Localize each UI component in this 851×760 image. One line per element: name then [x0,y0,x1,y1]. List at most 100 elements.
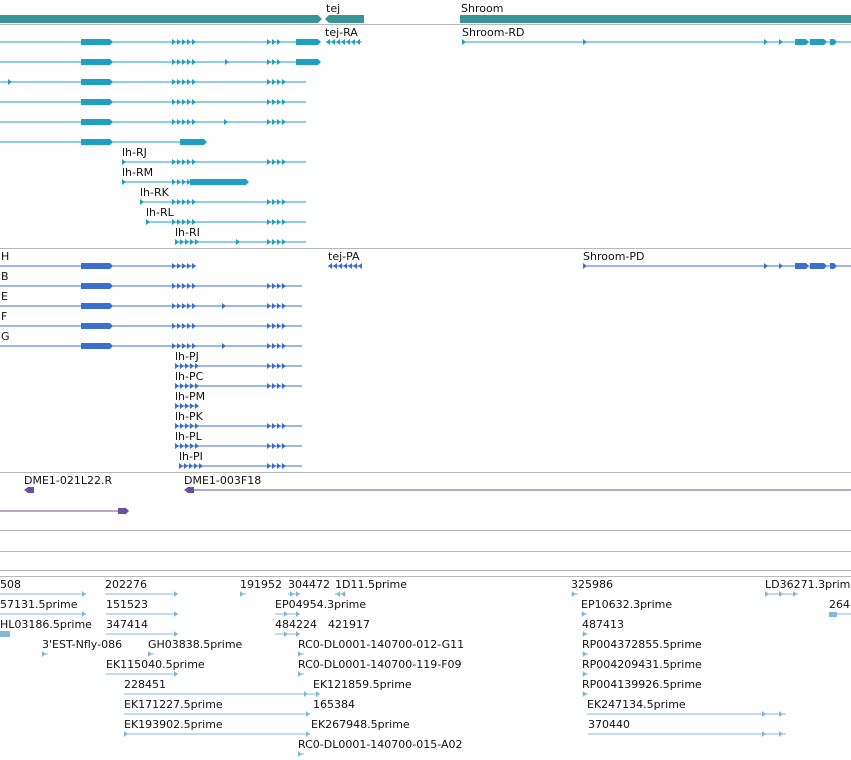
est-label[interactable]: RC0-DL0001-140700-012-G11 [298,638,465,651]
strand-arrow [172,39,176,45]
strand-arrow [341,39,345,45]
strand-arrow [277,99,281,105]
est-label[interactable]: LD36271.3prim [765,578,851,591]
est-label[interactable]: RC0-DL0001-140700-119-F09 [298,658,462,671]
exon-block [795,39,809,45]
protein-label-lh-pm[interactable]: lh-PM [175,390,206,403]
strand-arrow [272,59,276,65]
est-label[interactable]: 421917 [328,618,370,631]
est-label[interactable]: EK267948.5prime [311,718,410,731]
protein-label-f[interactable]: F [1,310,8,323]
strand-arrow [267,199,271,205]
strand-arrow [779,263,783,269]
protein-label-b[interactable]: B [1,270,9,283]
strand-arrow [331,39,335,45]
strand-arrow [267,343,271,349]
transcript-label-lh-ri[interactable]: lh-RI [175,226,200,239]
strand-arrow [277,199,281,205]
protein-label-tej-pa[interactable]: tej-PA [328,250,360,263]
strand-arrow [764,39,768,45]
est-label[interactable]: 3'EST-Nfly-086 [42,638,123,651]
est-label[interactable]: EP10632.3prime [581,598,673,611]
protein-label-lh-pi[interactable]: lh-PI [179,450,203,463]
est-label[interactable]: 191952 [240,578,282,591]
est-label[interactable]: 487413 [582,618,624,631]
strand-arrow [182,219,186,225]
protein-label-e[interactable]: E [1,290,8,303]
protein-label-shroom-pd[interactable]: Shroom-PD [583,250,645,263]
strand-arrow [174,671,178,677]
est-label[interactable]: EK247134.5prime [587,698,686,711]
est-label[interactable]: 484224 [275,618,317,631]
strand-arrow [583,631,587,637]
est-label[interactable]: EK115040.5prime [106,658,205,671]
strand-arrow [122,179,126,185]
clone-label-dme1-003f18[interactable]: DME1-003F18 [184,474,262,487]
strand-arrow [172,303,176,309]
est-label[interactable]: 202276 [105,578,147,591]
transcript-label-lh-rk[interactable]: lh-RK [140,186,169,199]
strand-arrow [296,631,300,637]
est-label[interactable]: GH03838.5prime [148,638,243,651]
gene-label-tej[interactable]: tej [326,2,341,15]
strand-arrow [333,263,337,269]
exon-block [296,59,321,65]
strand-arrow [82,591,86,597]
strand-arrow [240,591,244,597]
est-label[interactable]: 304472 [288,578,330,591]
est-label[interactable]: 1D11.5prime [335,578,408,591]
est-label[interactable]: RP004209431.5prime [582,658,702,671]
strand-arrow [272,463,276,469]
exon-block [795,263,809,269]
est-label[interactable]: 508 [0,578,21,591]
est-label[interactable]: 57131.5prime [0,598,78,611]
est-block [829,612,837,617]
est-label[interactable]: RP004372855.5prime [582,638,702,651]
strand-arrow [172,199,176,205]
strand-arrow [175,443,179,449]
est-label[interactable]: 165384 [313,698,355,711]
gene-label-shroom[interactable]: Shroom [461,2,504,15]
protein-label-lh-pk[interactable]: lh-PK [175,410,203,423]
est-label[interactable]: HL03186.5prime [0,618,92,631]
strand-arrow [172,79,176,85]
est-label[interactable]: RP004139926.5prime [582,678,702,691]
transcript-label-lh-rm[interactable]: lh-RM [122,166,154,179]
transcript-label-shroom-rd[interactable]: Shroom-RD [462,26,525,39]
protein-label-lh-pl[interactable]: lh-PL [175,430,202,443]
est-label[interactable]: 228451 [124,678,166,691]
protein-label-lh-pj[interactable]: lh-PJ [175,350,199,363]
est-label[interactable]: EK121859.5prime [313,678,412,691]
exon-block [190,179,249,185]
est-label[interactable]: 347414 [106,618,148,631]
est-label[interactable]: RC0-DL0001-140700-015-A02 [298,738,463,751]
protein-label-h[interactable]: H [1,250,10,263]
est-label[interactable]: 370440 [588,718,630,731]
clone-end [118,508,129,514]
est-label[interactable]: EK171227.5prime [124,698,223,711]
transcript-label-lh-rj[interactable]: lh-RJ [122,146,147,159]
protein-label-lh-pc[interactable]: lh-PC [175,370,204,383]
strand-arrow [582,611,586,617]
track-separator-ests [0,576,851,577]
strand-arrow [182,199,186,205]
transcript-label-lh-rl[interactable]: lh-RL [146,206,174,219]
strand-arrow [148,651,152,657]
clone-label-dme1-021l22-r[interactable]: DME1-021L22.R [24,474,113,487]
strand-arrow [298,671,302,677]
est-label[interactable]: EP04954.3prime [275,598,367,611]
transcript-label-tej-ra[interactable]: tej-RA [325,26,358,39]
est-label[interactable]: 325986 [571,578,613,591]
strand-arrow [177,263,181,269]
protein-label-g[interactable]: G [1,330,10,343]
strand-arrow [310,39,314,45]
est-label[interactable]: 151523 [106,598,148,611]
est-label[interactable]: EK193902.5prime [124,718,223,731]
strand-arrow [236,239,240,245]
strand-arrow [187,79,191,85]
strand-arrow [336,39,340,45]
track-separator-top [0,24,851,25]
est-label[interactable]: 264 [829,598,850,611]
